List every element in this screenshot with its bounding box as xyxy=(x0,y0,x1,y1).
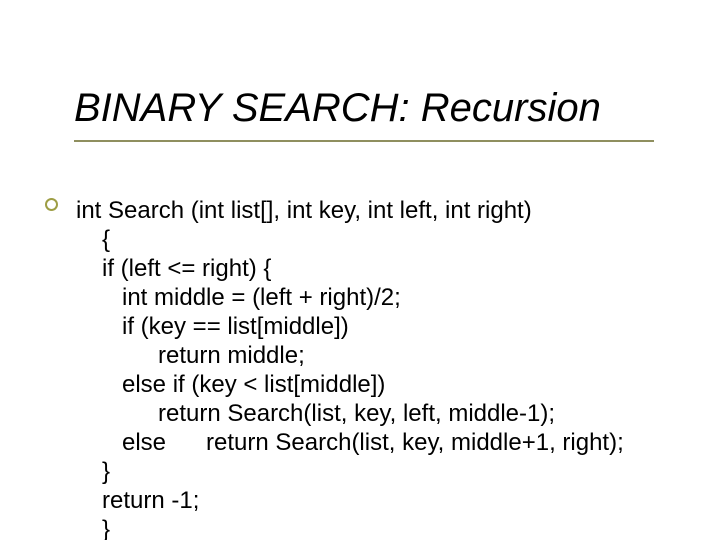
code-line: return -1; xyxy=(76,486,680,515)
code-line: int middle = (left + right)/2; xyxy=(76,283,680,312)
code-line: } xyxy=(76,457,680,486)
code-line: return Search(list, key, left, middle-1)… xyxy=(76,399,680,428)
code-line: return middle; xyxy=(76,341,680,370)
bullet-icon xyxy=(45,198,58,211)
code-line: if (left <= right) { xyxy=(76,254,680,283)
code-line: int Search (int list[], int key, int lef… xyxy=(76,196,680,225)
title-region: BINARY SEARCH: Recursion xyxy=(74,86,680,131)
title-underline xyxy=(74,140,654,142)
slide-title: BINARY SEARCH: Recursion xyxy=(74,86,680,131)
code-line: if (key == list[middle]) xyxy=(76,312,680,341)
code-line: else return Search(list, key, middle+1, … xyxy=(76,428,680,457)
code-line: else if (key < list[middle]) xyxy=(76,370,680,399)
code-block: int Search (int list[], int key, int lef… xyxy=(76,196,680,540)
code-line: } xyxy=(76,515,680,540)
slide: BINARY SEARCH: Recursion int Search (int… xyxy=(0,0,720,540)
code-line: { xyxy=(76,225,680,254)
